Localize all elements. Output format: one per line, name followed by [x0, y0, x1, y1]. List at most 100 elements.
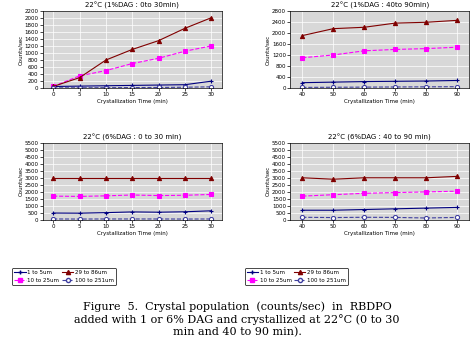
1 to 5um — [423, 206, 429, 210]
Line: 29 to 86um: 29 to 86um — [301, 18, 459, 38]
10 to 25um — [330, 192, 336, 197]
100 to 251um — [423, 85, 429, 89]
1 to 5um — [156, 83, 162, 87]
10 to 25um — [129, 193, 135, 197]
Line: 29 to 86um: 29 to 86um — [51, 176, 213, 180]
29 to 86um — [129, 47, 135, 51]
10 to 25um — [182, 49, 188, 53]
10 to 25um — [77, 194, 82, 198]
1 to 5um — [129, 210, 135, 214]
Line: 100 to 251um: 100 to 251um — [301, 215, 459, 220]
29 to 86um — [361, 176, 367, 180]
X-axis label: Crystallization Time (min): Crystallization Time (min) — [344, 231, 415, 236]
1 to 5um — [330, 80, 336, 84]
1 to 5um — [392, 79, 398, 83]
100 to 251um — [300, 85, 305, 89]
Y-axis label: Counts/sec: Counts/sec — [18, 34, 23, 65]
10 to 25um — [209, 192, 214, 197]
10 to 25um — [300, 56, 305, 60]
10 to 25um — [209, 44, 214, 48]
100 to 251um — [77, 86, 82, 90]
29 to 86um — [423, 20, 429, 24]
29 to 86um — [103, 58, 109, 62]
Y-axis label: Counts/sec: Counts/sec — [265, 166, 271, 196]
29 to 86um — [50, 84, 56, 89]
100 to 251um — [156, 85, 162, 89]
Legend: 1 to 5um, 10 to 25um, 29 to 86um, 100 to 251um: 1 to 5um, 10 to 25um, 29 to 86um, 100 to… — [12, 268, 116, 285]
1 to 5um — [129, 83, 135, 88]
10 to 25um — [392, 47, 398, 51]
1 to 5um — [454, 205, 460, 209]
29 to 86um — [156, 38, 162, 43]
Line: 1 to 5um: 1 to 5um — [51, 209, 213, 215]
10 to 25um — [361, 191, 367, 196]
Y-axis label: Counts/sec: Counts/sec — [18, 166, 23, 196]
10 to 25um — [50, 84, 56, 89]
10 to 25um — [156, 193, 162, 198]
29 to 86um — [209, 16, 214, 20]
Line: 100 to 251um: 100 to 251um — [51, 85, 213, 90]
29 to 86um — [77, 76, 82, 80]
1 to 5um — [182, 210, 188, 214]
Line: 100 to 251um: 100 to 251um — [301, 84, 459, 89]
10 to 25um — [423, 47, 429, 51]
Text: Figure  5.  Crystal population  (counts/sec)  in  RBDPO
added with 1 or 6% DAG a: Figure 5. Crystal population (counts/sec… — [74, 302, 400, 337]
29 to 86um — [361, 25, 367, 29]
10 to 25um — [454, 189, 460, 193]
100 to 251um — [454, 215, 460, 219]
100 to 251um — [50, 217, 56, 221]
10 to 25um — [77, 74, 82, 78]
10 to 25um — [129, 61, 135, 66]
100 to 251um — [209, 85, 214, 89]
100 to 251um — [423, 216, 429, 220]
1 to 5um — [103, 84, 109, 88]
100 to 251um — [300, 215, 305, 219]
1 to 5um — [50, 84, 56, 89]
100 to 251um — [454, 84, 460, 89]
1 to 5um — [392, 207, 398, 211]
29 to 86um — [330, 27, 336, 31]
X-axis label: Crystallization Time (min): Crystallization Time (min) — [97, 231, 168, 236]
Legend: 1 to 5um, 10 to 25um, 29 to 86um, 100 to 251um: 1 to 5um, 10 to 25um, 29 to 86um, 100 to… — [245, 268, 348, 285]
29 to 86um — [209, 176, 214, 180]
10 to 25um — [330, 53, 336, 57]
Line: 10 to 25um: 10 to 25um — [51, 192, 213, 198]
10 to 25um — [423, 190, 429, 194]
29 to 86um — [392, 21, 398, 25]
100 to 251um — [103, 86, 109, 90]
1 to 5um — [77, 84, 82, 88]
10 to 25um — [182, 193, 188, 197]
100 to 251um — [50, 86, 56, 90]
Line: 29 to 86um: 29 to 86um — [301, 174, 459, 181]
Line: 10 to 25um: 10 to 25um — [301, 45, 459, 60]
1 to 5um — [454, 78, 460, 83]
29 to 86um — [330, 177, 336, 181]
10 to 25um — [50, 194, 56, 198]
Line: 1 to 5um: 1 to 5um — [301, 205, 459, 212]
1 to 5um — [103, 211, 109, 215]
10 to 25um — [103, 194, 109, 198]
29 to 86um — [129, 176, 135, 180]
Title: 22°C (1%DAG : 0to 30min): 22°C (1%DAG : 0to 30min) — [85, 2, 179, 9]
10 to 25um — [156, 56, 162, 60]
100 to 251um — [209, 217, 214, 221]
1 to 5um — [182, 83, 188, 87]
100 to 251um — [156, 217, 162, 221]
100 to 251um — [392, 215, 398, 219]
29 to 86um — [156, 176, 162, 180]
29 to 86um — [182, 176, 188, 180]
100 to 251um — [330, 215, 336, 220]
1 to 5um — [209, 209, 214, 213]
10 to 25um — [361, 49, 367, 53]
1 to 5um — [209, 79, 214, 83]
X-axis label: Crystallization Time (min): Crystallization Time (min) — [344, 99, 415, 104]
1 to 5um — [300, 208, 305, 212]
10 to 25um — [103, 69, 109, 73]
29 to 86um — [300, 176, 305, 180]
100 to 251um — [361, 215, 367, 219]
1 to 5um — [77, 211, 82, 215]
29 to 86um — [392, 176, 398, 180]
1 to 5um — [361, 207, 367, 212]
X-axis label: Crystallization Time (min): Crystallization Time (min) — [97, 99, 168, 104]
29 to 86um — [300, 33, 305, 38]
